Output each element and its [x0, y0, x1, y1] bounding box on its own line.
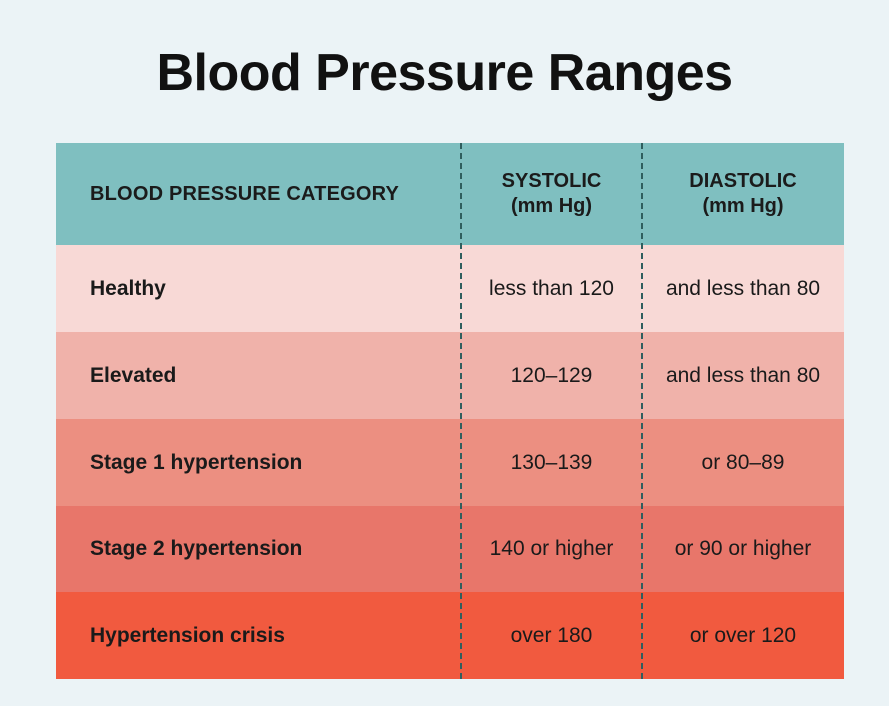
systolic-cell: 130–139 — [510, 450, 593, 474]
diastolic-cell: and less than 80 — [665, 276, 821, 300]
header-diastolic: DIASTOLIC (mm Hg) — [642, 143, 844, 245]
table-row-crisis: Hypertension crisis over 180 or over 120 — [56, 592, 844, 679]
blood-pressure-table: BLOOD PRESSURE CATEGORY SYSTOLIC (mm Hg)… — [56, 143, 844, 679]
category-cell: Stage 2 hypertension — [90, 537, 303, 560]
table-row-healthy: Healthy less than 120 and less than 80 — [56, 245, 844, 332]
header-systolic-unit: (mm Hg) — [510, 195, 593, 217]
table-row-elevated: Elevated 120–129 and less than 80 — [56, 332, 844, 419]
header-diastolic-label: DIASTOLIC — [689, 170, 797, 192]
category-cell: Stage 1 hypertension — [90, 450, 303, 474]
systolic-cell: less than 120 — [489, 276, 614, 300]
category-cell: Elevated — [90, 363, 177, 387]
category-cell: Hypertension crisis — [90, 623, 285, 647]
diastolic-cell: or 90 or higher — [674, 537, 812, 560]
diastolic-cell: or 80–89 — [701, 450, 785, 474]
table-row-stage2: Stage 2 hypertension 140 or higher or 90… — [56, 506, 844, 592]
category-cell: Healthy — [90, 276, 166, 300]
systolic-cell: 120–129 — [510, 363, 593, 387]
header-systolic: SYSTOLIC (mm Hg) — [461, 143, 642, 245]
header-diastolic-unit: (mm Hg) — [702, 195, 784, 217]
diastolic-cell: or over 120 — [689, 623, 797, 647]
table-header-row: BLOOD PRESSURE CATEGORY SYSTOLIC (mm Hg)… — [56, 143, 844, 245]
column-divider-diastolic — [641, 143, 643, 679]
page-title: Blood Pressure Ranges — [156, 44, 733, 102]
systolic-cell: 140 or higher — [489, 537, 614, 560]
systolic-cell: over 180 — [510, 623, 593, 647]
header-category: BLOOD PRESSURE CATEGORY — [90, 182, 400, 205]
column-divider-systolic — [460, 143, 462, 679]
header-systolic-label: SYSTOLIC — [501, 170, 602, 192]
table-row-stage1: Stage 1 hypertension 130–139 or 80–89 — [56, 419, 844, 506]
diastolic-cell: and less than 80 — [665, 363, 821, 387]
